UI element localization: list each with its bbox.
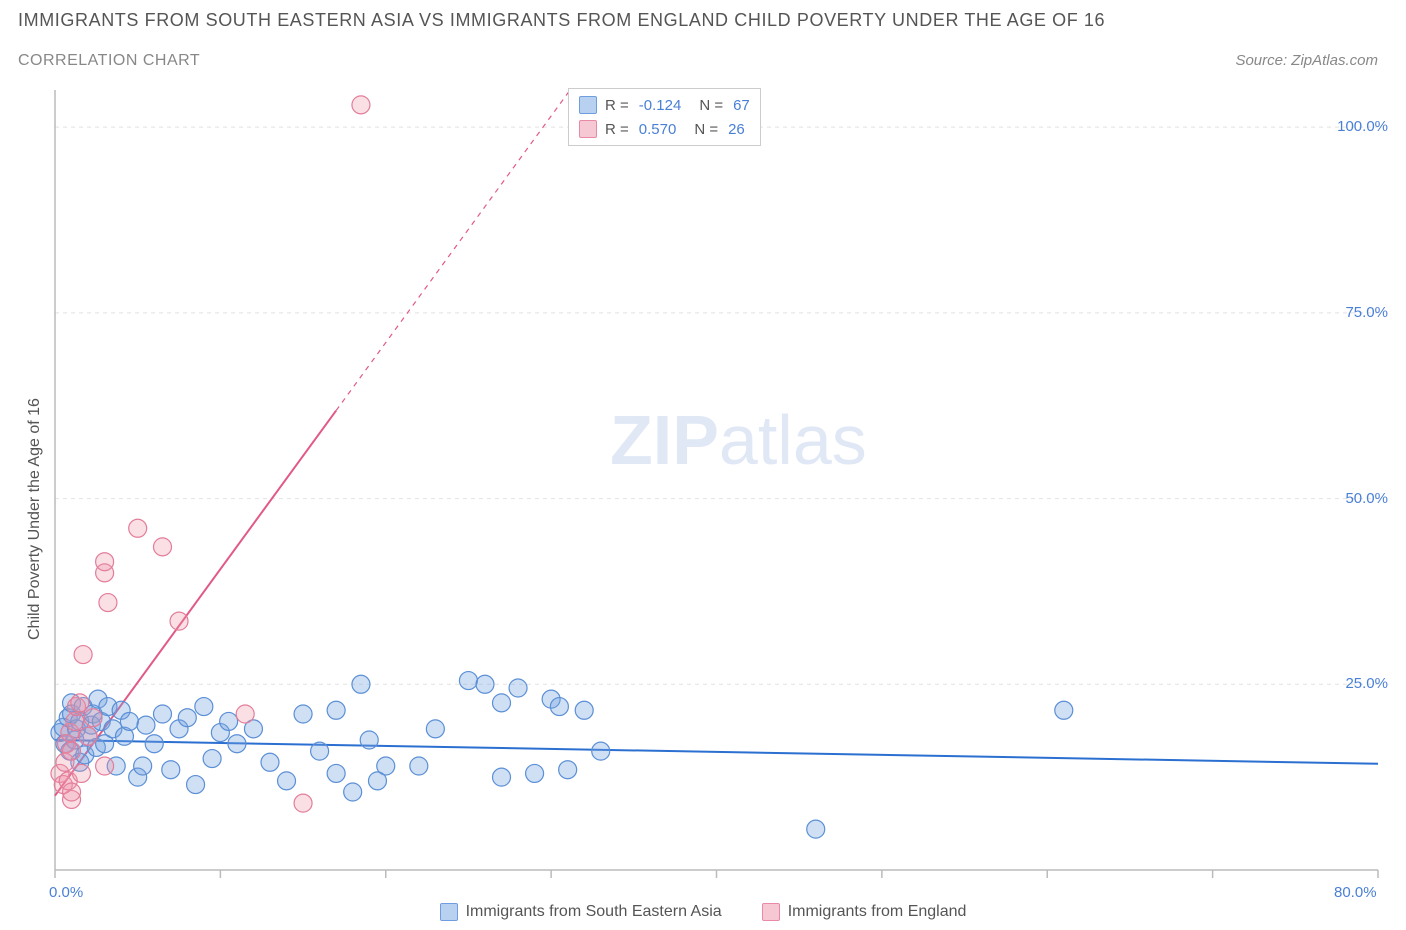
chart-legend: Immigrants from South Eastern Asia Immig… [0, 903, 1406, 921]
stats-swatch [579, 120, 597, 138]
stats-n-label: N = [699, 97, 723, 114]
stats-row: R = 0.570 N = 26 [579, 117, 750, 141]
y-tick-label: 25.0% [1345, 675, 1388, 692]
legend-swatch-b [762, 903, 780, 921]
legend-label-b: Immigrants from England [788, 903, 967, 921]
stats-r-label: R = [605, 97, 629, 114]
x-tick-label: 0.0% [49, 884, 83, 901]
stats-r-value: -0.124 [639, 97, 682, 114]
page-title: IMMIGRANTS FROM SOUTH EASTERN ASIA VS IM… [18, 10, 1105, 31]
y-tick-label: 100.0% [1337, 118, 1388, 135]
legend-label-a: Immigrants from South Eastern Asia [466, 903, 722, 921]
stats-row: R = -0.124 N = 67 [579, 93, 750, 117]
y-tick-label: 50.0% [1345, 490, 1388, 507]
legend-item-series-b: Immigrants from England [762, 903, 967, 921]
source-label: Source: ZipAtlas.com [1235, 52, 1378, 69]
stats-swatch [579, 96, 597, 114]
correlation-scatter-chart [0, 80, 1406, 910]
stats-r-label: R = [605, 121, 629, 138]
legend-item-series-a: Immigrants from South Eastern Asia [440, 903, 722, 921]
stats-n-value: 67 [733, 97, 750, 114]
chart-subtitle: CORRELATION CHART [18, 52, 200, 70]
legend-swatch-a [440, 903, 458, 921]
x-tick-label: 80.0% [1334, 884, 1377, 901]
y-tick-label: 75.0% [1345, 304, 1388, 321]
correlation-stats-box: R = -0.124 N = 67 R = 0.570 N = 26 [568, 88, 761, 146]
stats-n-label: N = [694, 121, 718, 138]
stats-n-value: 26 [728, 121, 745, 138]
stats-r-value: 0.570 [639, 121, 677, 138]
